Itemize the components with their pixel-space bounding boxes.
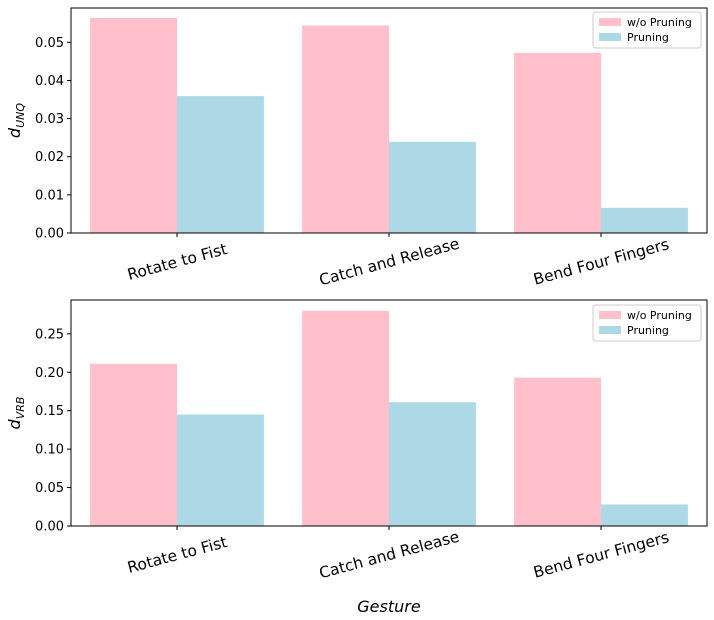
- y-tick-label: 0.02: [35, 150, 64, 165]
- bar-pruning-bend-four-fingers: [601, 504, 688, 526]
- legend-label-pruning: Pruning: [627, 324, 669, 337]
- legend-label-w-o-pruning: w/o Pruning: [627, 309, 692, 322]
- y-axis-label: dUNQ: [5, 103, 27, 138]
- bar-w-o-pruning-rotate-to-fist: [90, 17, 177, 234]
- bar-pruning-bend-four-fingers: [601, 207, 688, 233]
- legend-swatch-w-o-pruning: [599, 18, 621, 26]
- x-tick-label-rotate-to-fist: Rotate to Fist: [125, 533, 229, 577]
- x-tick-label-catch-and-release: Catch and Release: [317, 235, 461, 290]
- chart-d-vrb: 0.00 0.05 0.10 0.15 0.20 0.25 Rotate to Fist Ca…: [5, 299, 708, 616]
- chart-d-unq: 0.00 0.01 0.02 0.03 0.04 0.05 Rotate to Fist Ca…: [5, 7, 708, 290]
- bar-w-o-pruning-catch-and-release: [302, 25, 389, 233]
- legend: w/o Pruning Pruning: [592, 304, 702, 342]
- y-tick-label: 0.15: [35, 404, 64, 419]
- y-tick-label: 0.01: [35, 188, 64, 203]
- legend-label-pruning: Pruning: [627, 31, 669, 44]
- legend-label-w-o-pruning: w/o Pruning: [627, 16, 692, 29]
- bar-pruning-catch-and-release: [389, 141, 476, 233]
- y-tick-label: 0.03: [35, 112, 64, 127]
- legend-swatch-w-o-pruning: [599, 311, 621, 319]
- legend-swatch-pruning: [599, 326, 621, 334]
- bar-pruning-rotate-to-fist: [177, 414, 264, 526]
- y-tick-label: 0.05: [35, 36, 64, 51]
- legend-swatch-pruning: [599, 33, 621, 41]
- x-tick-label-catch-and-release: Catch and Release: [317, 528, 461, 583]
- bar-w-o-pruning-rotate-to-fist: [90, 363, 177, 526]
- bar-w-o-pruning-bend-four-fingers: [514, 53, 601, 233]
- bar-pruning-rotate-to-fist: [177, 96, 264, 233]
- legend: w/o Pruning Pruning: [592, 11, 702, 49]
- x-tick-label-rotate-to-fist: Rotate to Fist: [125, 240, 229, 284]
- y-tick-label: 0.04: [35, 74, 64, 89]
- y-tick-label: 0.10: [35, 443, 64, 458]
- bar-pruning-catch-and-release: [389, 402, 476, 526]
- y-tick-label: 0.00: [35, 520, 64, 535]
- y-tick-label: 0.05: [35, 481, 64, 496]
- y-tick-label: 0.00: [35, 227, 64, 242]
- y-axis-label: dVRB: [5, 397, 27, 430]
- y-tick-label: 0.20: [35, 366, 64, 381]
- bar-w-o-pruning-catch-and-release: [302, 310, 389, 526]
- bar-w-o-pruning-bend-four-fingers: [514, 377, 601, 526]
- x-tick-label-bend-four-fingers: Bend Four Fingers: [532, 528, 671, 581]
- x-tick-label-bend-four-fingers: Bend Four Fingers: [532, 235, 671, 288]
- y-tick-label: 0.25: [35, 327, 64, 342]
- x-axis-label: Gesture: [357, 597, 421, 616]
